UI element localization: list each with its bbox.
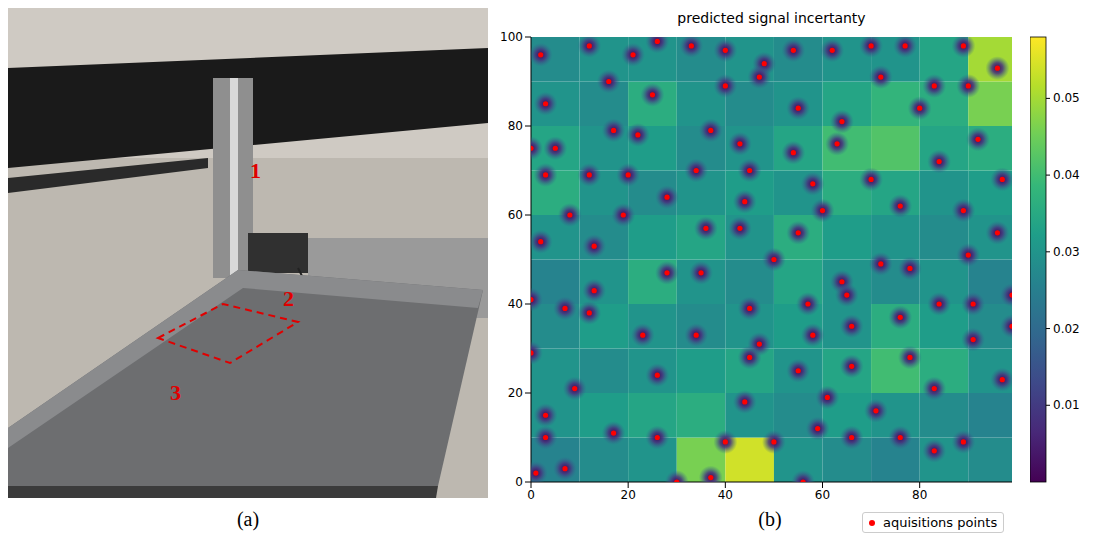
svg-text:60: 60: [508, 208, 523, 222]
svg-text:0: 0: [527, 488, 535, 502]
svg-text:40: 40: [718, 488, 733, 502]
svg-text:0.01: 0.01: [1053, 398, 1080, 412]
html-text:(a): (a): [236, 508, 260, 530]
html-text:aquisitions points: aquisitions points: [883, 515, 998, 530]
html-text:predicted signal incertanty: predicted signal incertanty: [677, 10, 866, 26]
svg-text:20: 20: [621, 488, 636, 502]
svg-text:0.03: 0.03: [1053, 245, 1080, 259]
svg-text:3: 3: [170, 380, 181, 405]
svg-text:0.04: 0.04: [1053, 168, 1080, 182]
svg-text:1: 1: [250, 158, 261, 183]
svg-text:0: 0: [515, 475, 523, 489]
html-text:(b): (b): [758, 508, 782, 530]
svg-text:2: 2: [283, 286, 294, 311]
svg-text:20: 20: [508, 386, 523, 400]
svg-text:80: 80: [508, 119, 523, 133]
svg-text:60: 60: [815, 488, 830, 502]
svg-text:40: 40: [508, 297, 523, 311]
svg-text:0.05: 0.05: [1053, 91, 1080, 105]
svg-text:100: 100: [500, 30, 523, 44]
svg-text:0.02: 0.02: [1053, 322, 1080, 336]
svg-text:80: 80: [912, 488, 927, 502]
